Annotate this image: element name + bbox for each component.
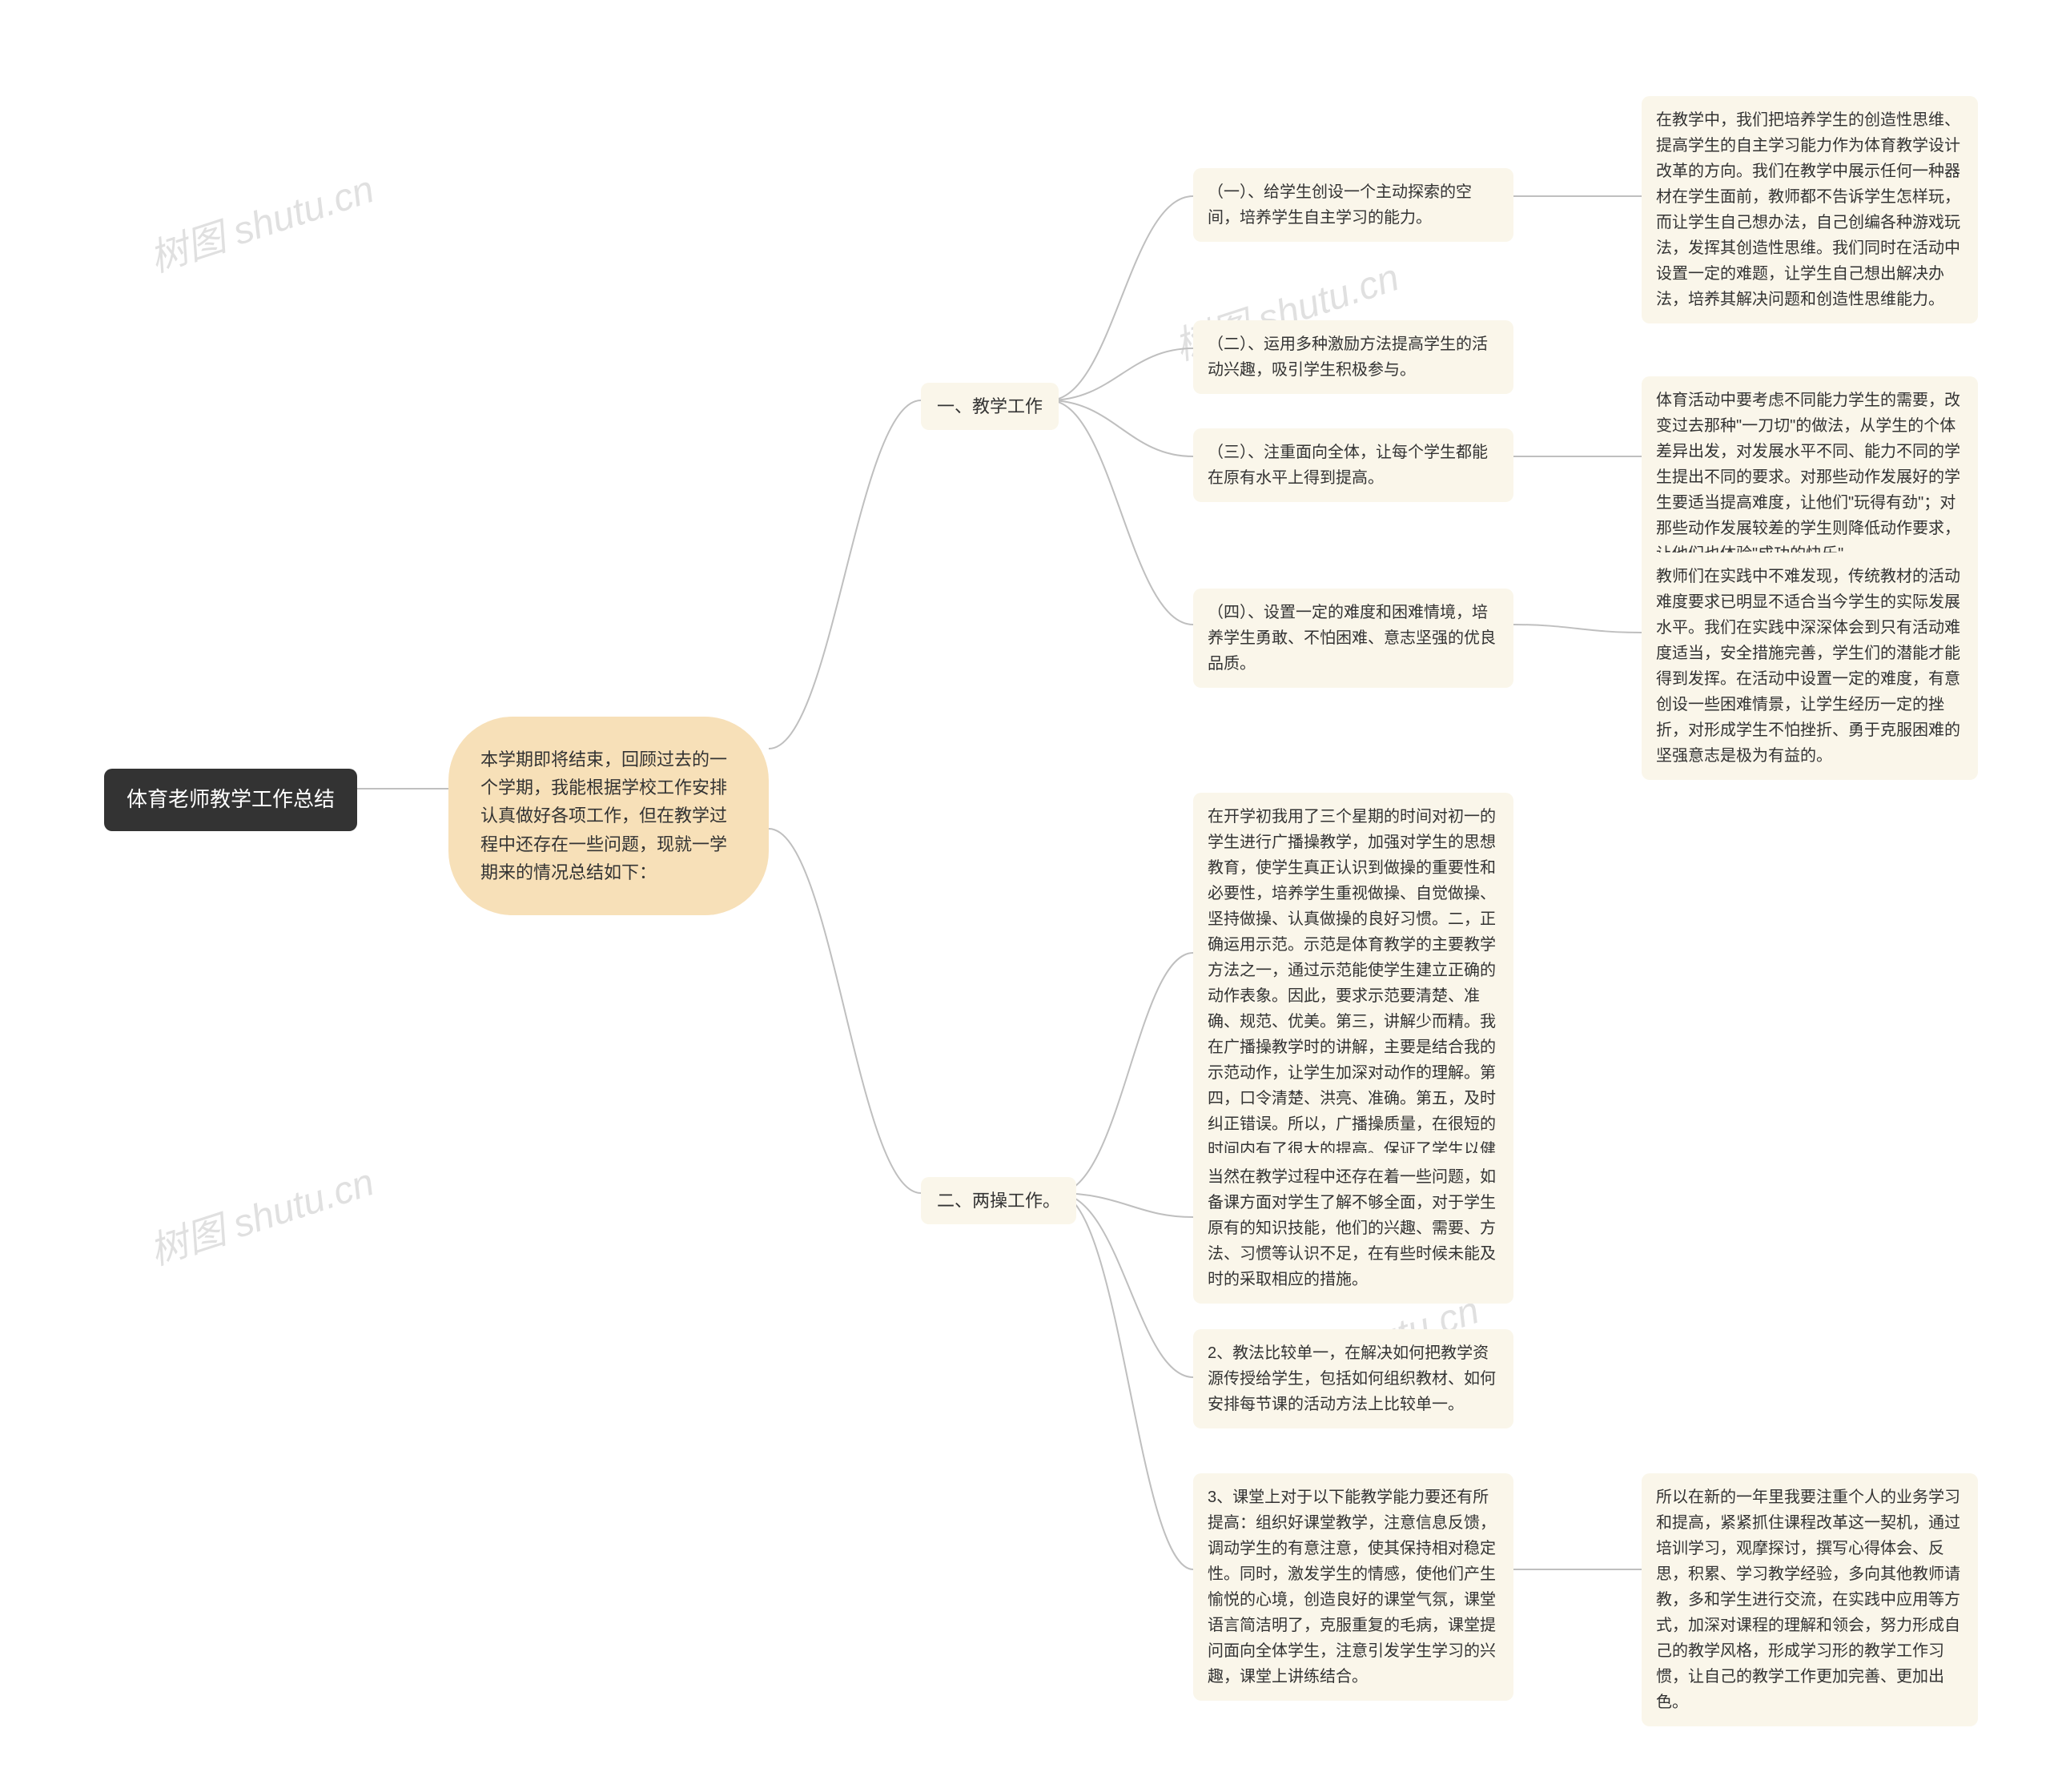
- teaching-child-3-leaf: 体育活动中要考虑不同能力学生的需要，改变过去那种"一刀切"的做法，从学生的个体差…: [1642, 376, 1978, 578]
- intro-node: 本学期即将结束，回顾过去的一个学期，我能根据学校工作安排认真做好各项工作，但在教…: [448, 717, 769, 915]
- teaching-child-1: （一）、给学生创设一个主动探索的空间，培养学生自主学习的能力。: [1193, 168, 1513, 242]
- teaching-child-4: （四）、设置一定的难度和困难情境，培养学生勇敢、不怕困难、意志坚强的优良品质。: [1193, 589, 1513, 688]
- teaching-child-4-leaf: 教师们在实践中不难发现，传统教材的活动难度要求已明显不适合当今学生的实际发展水平…: [1642, 552, 1978, 780]
- root-title: 体育老师教学工作总结: [104, 769, 357, 831]
- watermark: 树图 shutu.cn: [141, 1151, 380, 1276]
- watermark: 树图 shutu.cn: [141, 158, 380, 283]
- exercises-child-4-leaf: 所以在新的一年里我要注重个人的业务学习和提高，紧紧抓住课程改革这一契机，通过培训…: [1642, 1473, 1978, 1726]
- branch-teaching: 一、教学工作: [921, 383, 1059, 430]
- exercises-child-2: 当然在教学过程中还存在着一些问题，如备课方面对学生了解不够全面，对于学生原有的知…: [1193, 1153, 1513, 1304]
- teaching-child-3: （三）、注重面向全体，让每个学生都能在原有水平上得到提高。: [1193, 428, 1513, 502]
- branch-exercises: 二、两操工作。: [921, 1177, 1076, 1224]
- teaching-child-2: （二）、运用多种激励方法提高学生的活动兴趣，吸引学生积极参与。: [1193, 320, 1513, 394]
- exercises-child-4: 3、课堂上对于以下能教学能力要还有所提高：组织好课堂教学，注意信息反馈，调动学生…: [1193, 1473, 1513, 1701]
- exercises-child-3: 2、教法比较单一，在解决如何把教学资源传授给学生，包括如何组织教材、如何安排每节…: [1193, 1329, 1513, 1428]
- exercises-child-1: 在开学初我用了三个星期的时间对初一的学生进行广播操教学，加强对学生的思想教育，使…: [1193, 793, 1513, 1199]
- teaching-child-1-leaf: 在教学中，我们把培养学生的创造性思维、提高学生的自主学习能力作为体育教学设计改革…: [1642, 96, 1978, 323]
